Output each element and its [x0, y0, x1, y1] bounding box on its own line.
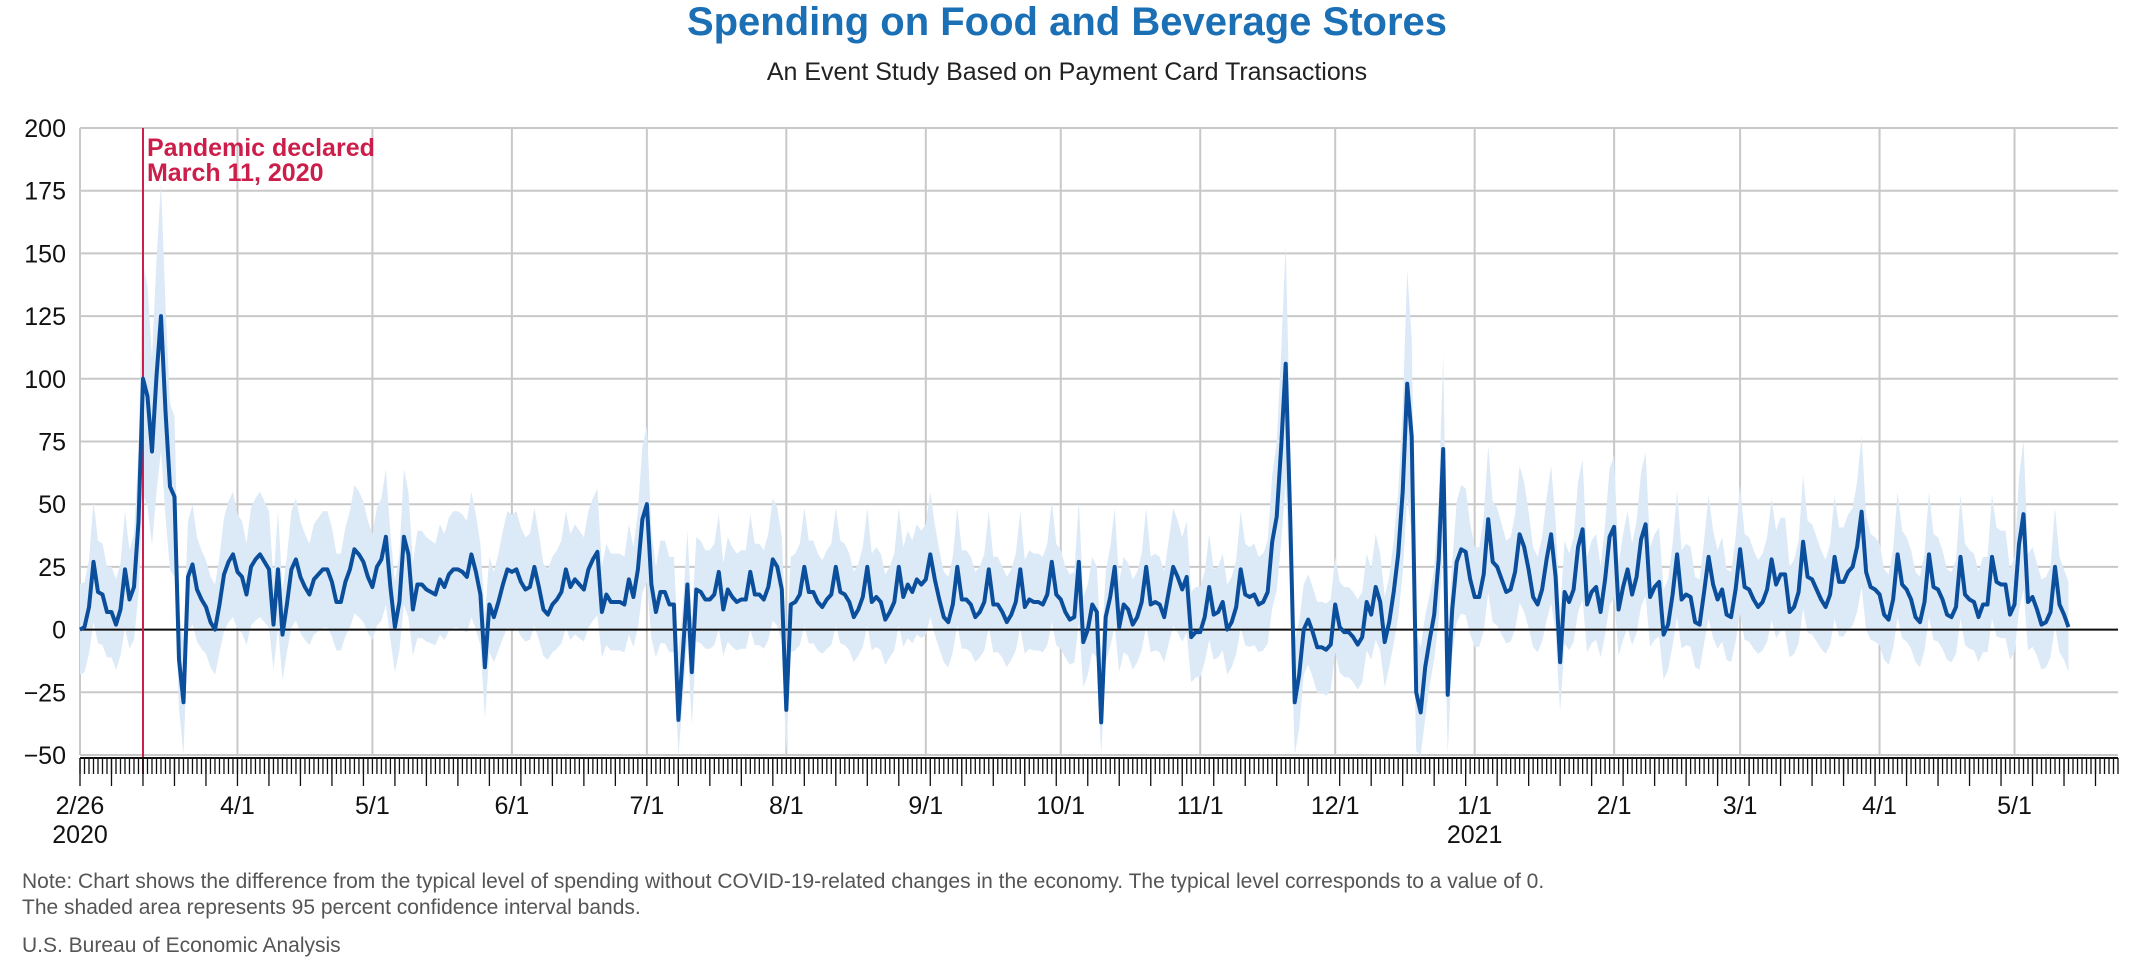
x-tick-label: 4/1 [220, 792, 255, 820]
y-tick-label: 75 [38, 429, 66, 457]
x-year-label: 2020 [52, 821, 108, 849]
note-line-1: Note: Chart shows the difference from th… [22, 870, 1545, 893]
x-tick-label: 2/26 [56, 792, 105, 820]
chart-subtitle: An Event Study Based on Payment Card Tra… [766, 58, 1368, 86]
x-tick-label: 7/1 [629, 792, 664, 820]
chart-title: Spending on Food and Beverage Stores [686, 0, 1448, 44]
confidence-band [80, 181, 2069, 755]
x-tick-label: 9/1 [908, 792, 943, 820]
annotation-label: Pandemic declared [147, 134, 375, 162]
label-layer: 200 175 150 125 100 75 50 25 0 −25 −50 2/26 4/1 5/1 6/… [24, 115, 2032, 849]
y-tick-label: 175 [24, 178, 66, 206]
y-tick-label: −25 [24, 679, 66, 707]
series-line [79, 314, 2071, 725]
y-tick-label: 200 [24, 115, 66, 143]
x-tick-label: 10/1 [1036, 792, 1085, 820]
x-tick-label: 1/1 [1457, 792, 1492, 820]
source-credit: U.S. Bureau of Economic Analysis [22, 934, 341, 957]
y-tick-label: 100 [24, 366, 66, 394]
confidence-band-layer [80, 181, 2069, 755]
x-tick-label: 2/1 [1597, 792, 1632, 820]
x-tick-label: 6/1 [495, 792, 530, 820]
axis-layer [79, 757, 2119, 786]
annotation-label: March 11, 2020 [147, 159, 324, 187]
y-tick-label: 0 [52, 617, 66, 645]
y-tick-label: 25 [38, 554, 66, 582]
x-tick-label: 12/1 [1311, 792, 1360, 820]
x-tick-label: 5/1 [355, 792, 390, 820]
x-tick-label: 3/1 [1723, 792, 1758, 820]
y-tick-label: 50 [38, 491, 66, 519]
x-year-label: 2021 [1447, 821, 1503, 849]
note-line-2: The shaded area represents 95 percent co… [22, 896, 641, 919]
x-tick-label: 4/1 [1862, 792, 1897, 820]
y-tick-label: 125 [24, 303, 66, 331]
x-tick-label: 8/1 [769, 792, 804, 820]
y-tick-label: −50 [24, 742, 66, 770]
x-tick-label: 11/1 [1177, 792, 1224, 820]
series-line-layer [79, 314, 2071, 725]
x-tick-label: 5/1 [1997, 792, 2032, 820]
y-tick-label: 150 [24, 240, 66, 268]
